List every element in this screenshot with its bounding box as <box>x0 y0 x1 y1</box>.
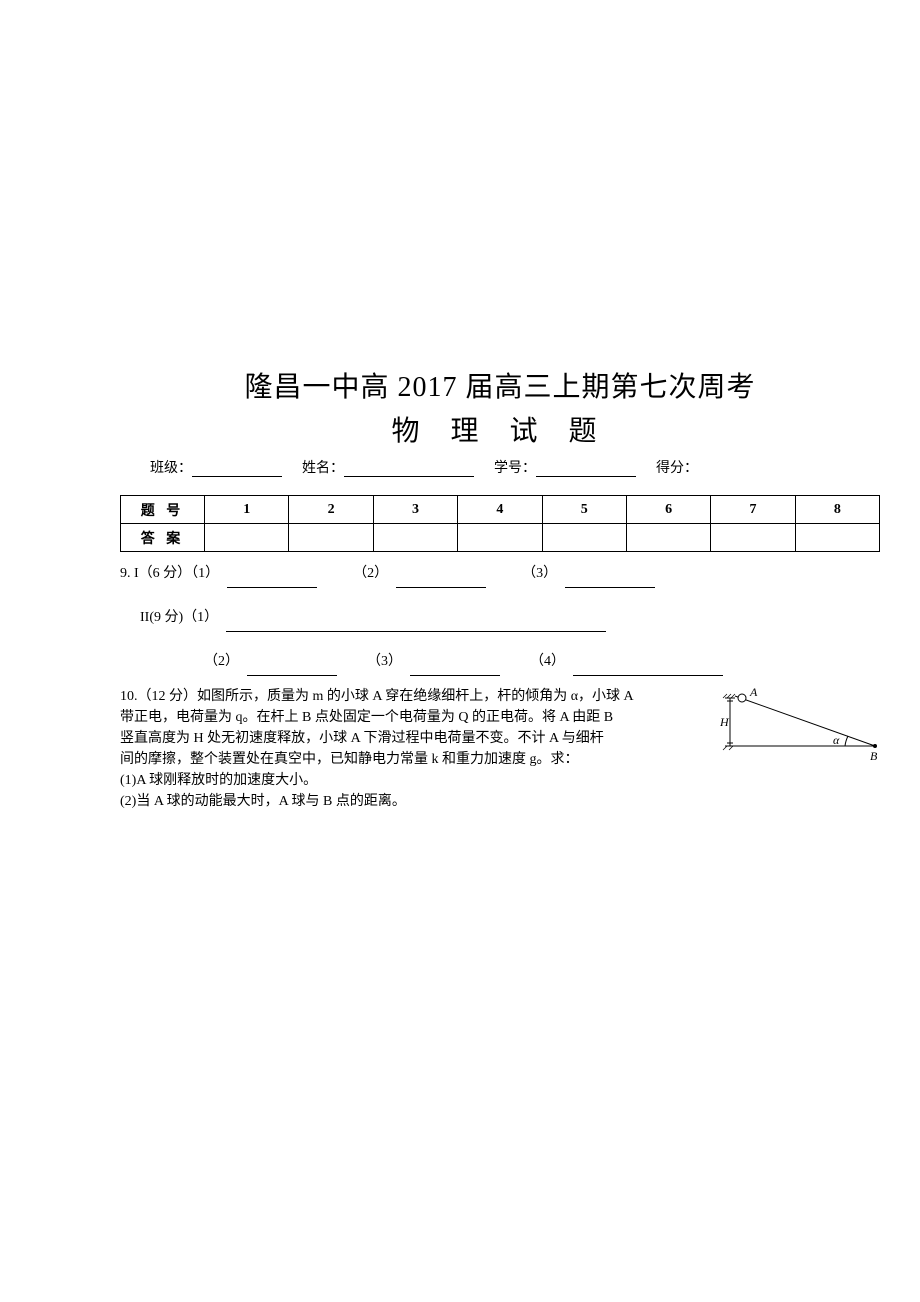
col-2: 2 <box>289 496 373 524</box>
col-3: 3 <box>373 496 457 524</box>
exam-title-main: 隆昌一中高 2017 届高三上期第七次周考 <box>120 365 880 405</box>
q10-line-3: 间的摩擦，整个装置处在真空中，已知静电力常量 k 和重力加速度 g。求： <box>120 749 710 770</box>
q9-p2-2: （2） <box>204 648 239 676</box>
q9-blank-2-4 <box>573 660 723 676</box>
student-info-row: 班级： 姓名： 学号： 得分： <box>120 457 880 477</box>
table-row-answers: 答 案 <box>121 524 880 552</box>
name-label: 姓名： <box>302 457 344 477</box>
id-blank <box>536 461 636 477</box>
q9-p1-2: （2） <box>353 560 388 588</box>
ans-4 <box>458 524 542 552</box>
col-6: 6 <box>626 496 710 524</box>
label-alpha: α <box>833 733 840 747</box>
q10-line-2: 竖直高度为 H 处无初速度释放，小球 A 下滑过程中电荷量不变。不计 A 与细杆 <box>120 728 710 749</box>
table-row-header: 题 号 1 2 3 4 5 6 7 8 <box>121 496 880 524</box>
q9-p2-4: （4） <box>530 648 565 676</box>
col-4: 4 <box>458 496 542 524</box>
q10-line-4: (1)A 球刚释放时的加速度大小。 <box>120 770 710 791</box>
score-label: 得分： <box>656 457 698 477</box>
col-7: 7 <box>711 496 795 524</box>
ans-5 <box>542 524 626 552</box>
label-B: B <box>870 749 878 763</box>
question-10: 10.（12 分）如图所示，质量为 m 的小球 A 穿在绝缘细杆上，杆的倾角为 … <box>120 686 880 812</box>
ans-7 <box>711 524 795 552</box>
q9-blank-2-2 <box>247 660 337 676</box>
q9-blank-2-1 <box>226 616 606 632</box>
ans-8 <box>795 524 879 552</box>
col-5: 5 <box>542 496 626 524</box>
q9-blank-2-3 <box>410 660 500 676</box>
question-9: 9. I（6 分）（1） （2） （3） II(9 分)（1） （2） （3） … <box>120 560 880 676</box>
ans-6 <box>626 524 710 552</box>
q10-line-1: 带正电，电荷量为 q。在杆上 B 点处固定一个电荷量为 Q 的正电荷。将 A 由… <box>120 707 710 728</box>
q9-blank-1-2 <box>396 572 486 588</box>
class-label: 班级： <box>150 457 192 477</box>
q9-p2-prefix: II(9 分)（1） <box>140 604 218 632</box>
q9-blank-1-1 <box>227 572 317 588</box>
q9-p1-3: （3） <box>522 560 557 588</box>
q9-p2-3: （3） <box>367 648 402 676</box>
name-blank <box>344 461 474 477</box>
q10-line-0: 10.（12 分）如图所示，质量为 m 的小球 A 穿在绝缘细杆上，杆的倾角为 … <box>120 686 710 707</box>
ans-3 <box>373 524 457 552</box>
label-A: A <box>749 686 758 699</box>
ans-2 <box>289 524 373 552</box>
col-1: 1 <box>205 496 289 524</box>
id-label: 学号： <box>494 457 536 477</box>
answer-table: 题 号 1 2 3 4 5 6 7 8 答 案 <box>120 495 880 552</box>
class-blank <box>192 461 282 477</box>
answer-label: 答 案 <box>121 524 205 552</box>
q10-line-5: (2)当 A 球的动能最大时，A 球与 B 点的距离。 <box>120 791 710 812</box>
incline-diagram: A B H α <box>720 686 880 766</box>
question-num-label: 题 号 <box>121 496 205 524</box>
q9-blank-1-3 <box>565 572 655 588</box>
label-H: H <box>720 715 730 729</box>
q9-p1-prefix: 9. I（6 分）（1） <box>120 560 219 588</box>
q10-text: 10.（12 分）如图所示，质量为 m 的小球 A 穿在绝缘细杆上，杆的倾角为 … <box>120 686 710 812</box>
col-8: 8 <box>795 496 879 524</box>
ans-1 <box>205 524 289 552</box>
exam-title-sub: 物 理 试 题 <box>120 409 880 449</box>
